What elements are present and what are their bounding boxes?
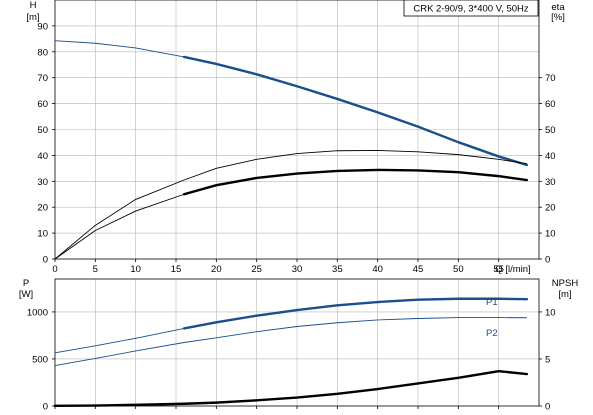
bottom-series-2-duty-range <box>53 369 529 408</box>
top-left-tick-label: 0 <box>43 255 48 266</box>
left-axis-label-bottom: P <box>23 278 29 289</box>
x-tick-label: 20 <box>211 264 222 275</box>
bottom-left-tick-label: 1000 <box>27 307 48 318</box>
top-series-2-line <box>54 169 527 260</box>
title-box <box>403 0 539 17</box>
right-axis-unit-bottom: [m] <box>558 289 571 300</box>
bottom-series-1-line <box>54 317 527 366</box>
top-left-tick-label: 90 <box>37 21 48 32</box>
x-tick-label: 40 <box>372 264 383 275</box>
top-left-tick-label: 50 <box>37 125 48 136</box>
bottom-plot: 0 500 1000 0 5 10 P [W] NPSH [m] P1 P2 <box>19 278 578 413</box>
bottom-ticks: 0 500 1000 0 5 10 <box>27 307 556 412</box>
top-right-tick-label: 40 <box>545 151 556 162</box>
top-left-tick-label: 80 <box>37 47 48 58</box>
top-plot: 0 5 10 15 20 25 30 35 40 45 50 55 0 10 20 30 40 50 60 70 80 9… <box>26 0 565 275</box>
top-right-tick-label: 10 <box>545 229 556 240</box>
top-right-tick-label: 20 <box>545 203 556 214</box>
x-tick-label: 45 <box>413 264 424 275</box>
x-axis-unit: [l/min] <box>505 264 530 275</box>
x-tick-label: 15 <box>171 264 182 275</box>
bottom-series-2-line <box>54 370 527 407</box>
top-series-2-duty-range <box>182 168 529 196</box>
left-axis-unit-top: [m] <box>26 12 39 23</box>
top-right-tick-label: 70 <box>545 73 556 84</box>
bottom-grid <box>55 279 539 406</box>
x-tick-label: 0 <box>52 264 57 275</box>
bottom-right-tick-label: 5 <box>545 354 550 365</box>
x-tick-label: 50 <box>453 264 464 275</box>
top-series-0-line <box>54 40 528 166</box>
x-tick-label: 10 <box>130 264 141 275</box>
left-axis-label-top: H <box>30 0 37 11</box>
series-label-p1: P1 <box>486 297 498 308</box>
bottom-right-tick-label: 0 <box>545 402 550 413</box>
x-axis-label: Q <box>495 264 502 275</box>
top-series-0-duty-range <box>182 55 529 167</box>
x-tick-label: 35 <box>332 264 343 275</box>
top-grid <box>55 0 539 259</box>
top-left-tick-label: 60 <box>37 99 48 110</box>
x-tick-label: 55 <box>493 264 504 275</box>
right-axis-unit-top: [%] <box>551 12 565 23</box>
top-left-tick-label: 70 <box>37 73 48 84</box>
chart-title: CRK 2-90/9, 3*400 V, 50Hz <box>413 4 529 15</box>
x-tick-label: 5 <box>93 264 98 275</box>
bottom-series-0-line <box>54 298 527 354</box>
top-left-tick-label: 20 <box>37 203 48 214</box>
bottom-right-tick-label: 10 <box>545 307 556 318</box>
series-label-p2: P2 <box>486 328 498 339</box>
bottom-series <box>53 297 529 408</box>
bottom-left-tick-label: 0 <box>43 402 48 413</box>
right-axis-label-bottom: NPSH <box>552 278 579 289</box>
bottom-left-tick-label: 500 <box>32 354 48 365</box>
top-right-tick-label: 60 <box>545 99 556 110</box>
top-series-1-line <box>54 150 527 260</box>
top-right-tick-label: 30 <box>545 177 556 188</box>
right-axis-label-top: eta <box>551 2 565 13</box>
top-series <box>54 40 529 260</box>
top-left-tick-label: 40 <box>37 151 48 162</box>
bottom-series-0-duty-range <box>182 297 529 330</box>
top-right-tick-label: 50 <box>545 125 556 136</box>
x-tick-label: 30 <box>292 264 303 275</box>
top-left-tick-label: 30 <box>37 177 48 188</box>
x-tick-label: 25 <box>251 264 262 275</box>
top-ticks: 0 5 10 15 20 25 30 35 40 45 50 55 0 10 20 30 40 50 60 70 80 9… <box>37 21 555 275</box>
top-right-tick-label: 0 <box>545 255 550 266</box>
top-left-tick-label: 10 <box>37 229 48 240</box>
left-axis-unit-bottom: [W] <box>19 289 33 300</box>
